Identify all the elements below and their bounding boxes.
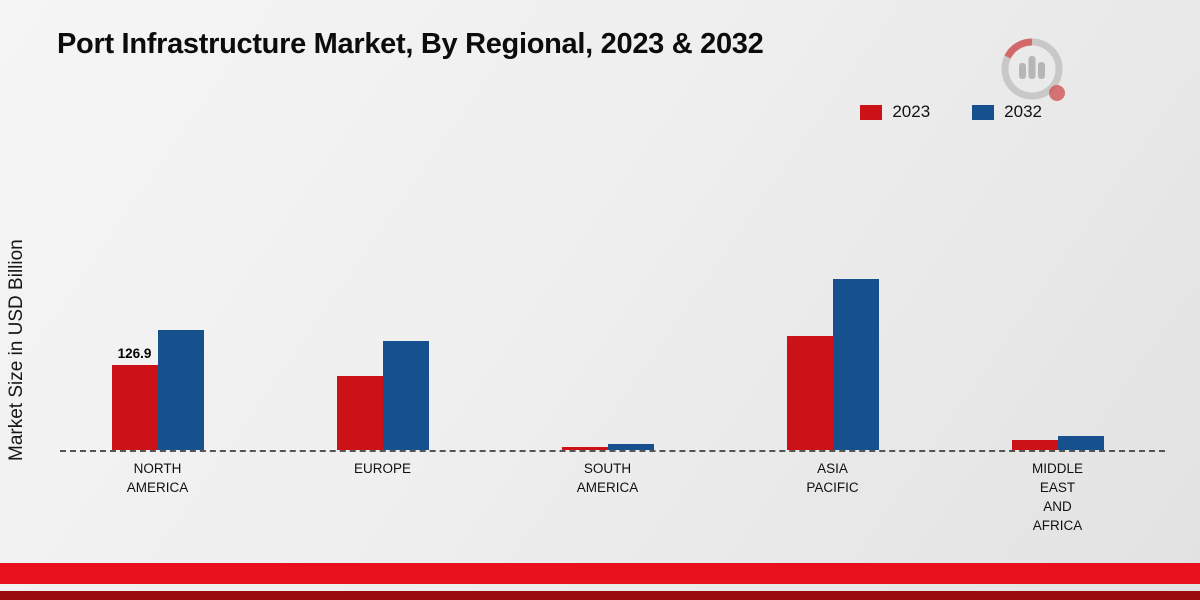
category-label-2: SOUTH AMERICA	[576, 461, 639, 496]
bar-2032-middle-east-and-africa	[1057, 436, 1104, 450]
bar-group-0: 126.9	[45, 0, 270, 450]
footer-red-band	[0, 563, 1200, 584]
category-labels-row: NORTH AMERICA EUROPE SOUTH AMERICA ASIA PACIFI…	[45, 459, 1170, 536]
bar-2032-europe	[382, 341, 429, 450]
legend-item-2023: 2023	[860, 102, 930, 122]
bar-data-label: 126.9	[117, 346, 152, 361]
y-axis-label: Market Size in USD Billion	[6, 239, 27, 461]
bar-2032-north-america	[157, 330, 204, 450]
legend-swatch-2023	[860, 104, 883, 120]
bar-group-4	[945, 0, 1170, 450]
category-label-4: MIDDLE EAST AND AFRICA	[1031, 461, 1083, 534]
bar-2032-south-america	[607, 444, 654, 450]
bar-group-2	[495, 0, 720, 450]
legend-label: 2023	[892, 102, 931, 121]
bar-2023-europe	[336, 376, 383, 450]
bar-group-1	[270, 0, 495, 450]
bar-2032-asia-pacific	[832, 279, 879, 450]
legend-item-2032: 2032	[972, 102, 1042, 122]
legend-label: 2032	[1004, 102, 1042, 121]
legend-swatch-2032	[972, 104, 995, 120]
category-label-3: ASIA PACIFIC	[806, 461, 859, 496]
category-label-1: EUROPE	[353, 461, 411, 476]
footer-dark-line	[0, 591, 1200, 600]
bar-2023-asia-pacific	[786, 336, 833, 450]
brand-logo-icon	[1001, 38, 1065, 101]
bar-2023-middle-east-and-africa	[1011, 440, 1058, 450]
category-label-0: NORTH AMERICA	[126, 461, 189, 496]
page-title: Port Infrastructure Market, By Regional,…	[57, 28, 764, 60]
x-axis-baseline	[60, 450, 1165, 452]
plot-area: 126.9	[45, 0, 1170, 450]
bar-2023-north-america: 126.9	[111, 346, 158, 450]
bar-group-3	[720, 0, 945, 450]
chart-legend: 2023 2032	[860, 102, 1042, 122]
bar-2023-south-america	[561, 447, 608, 450]
